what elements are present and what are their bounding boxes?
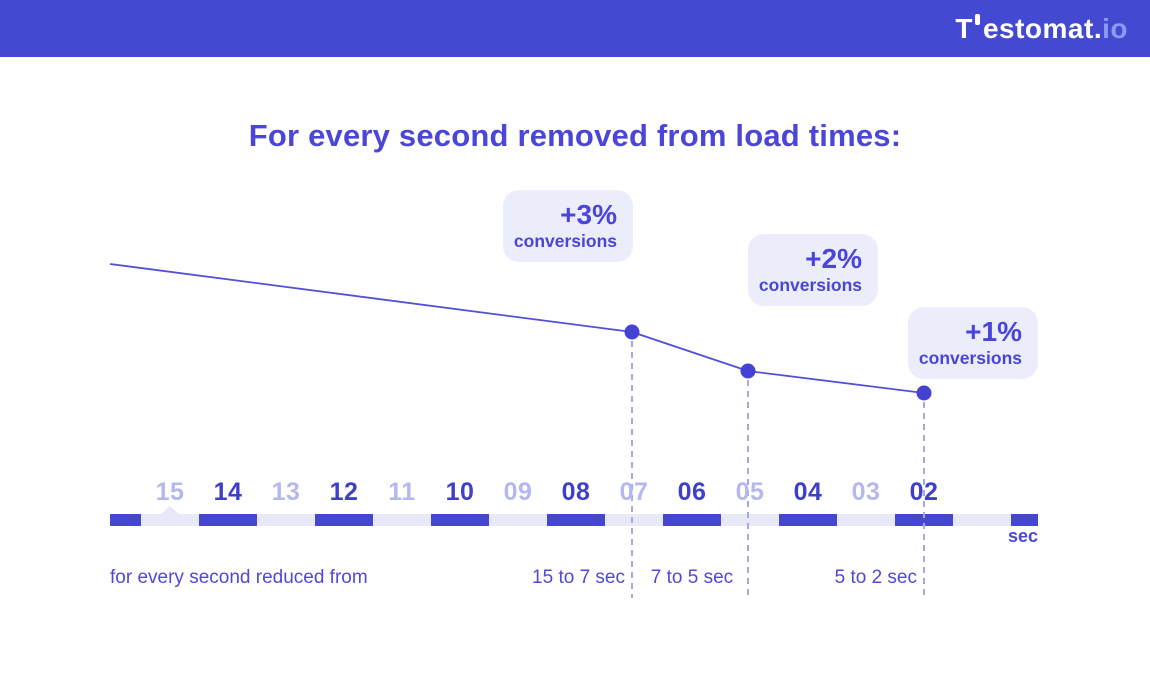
gain-badge-2-percent: +2% conversions	[748, 234, 878, 306]
timeline-bar-segment	[895, 514, 953, 526]
gain-label: conversions	[758, 275, 862, 295]
timeline-tick-10: 10	[445, 478, 475, 506]
timeline-bar-segment	[663, 514, 721, 526]
logo-text-accent: io	[1102, 12, 1128, 44]
timeline-notch	[160, 506, 180, 515]
timeline-bar-segment	[1011, 514, 1038, 526]
timeline-bar-segment	[721, 514, 779, 526]
timeline-tick-02: 02	[909, 478, 939, 506]
timeline-tick-11: 11	[388, 478, 416, 506]
header-bar: T estomat. io	[0, 0, 1150, 57]
timeline-tick-13: 13	[271, 478, 301, 506]
timeline-tick-04: 04	[793, 478, 823, 506]
timeline-tick-15: 15	[155, 478, 185, 506]
timeline-bar-segment	[257, 514, 315, 526]
range-label-15-to-7: 15 to 7 sec	[532, 567, 625, 588]
data-point	[740, 363, 756, 379]
timeline-tick-12: 12	[329, 478, 359, 506]
timeline-bar-segment	[837, 514, 895, 526]
timeline-bar-segment	[315, 514, 373, 526]
timeline-bar-segment	[547, 514, 605, 526]
timeline-bar-segment	[199, 514, 257, 526]
timeline-tick-07: 07	[619, 478, 649, 506]
data-point	[624, 324, 640, 340]
axis-unit-label: sec	[1007, 526, 1038, 546]
gain-value: +3%	[560, 199, 617, 230]
logo-tick-icon	[974, 14, 980, 25]
timeline-bar-segment	[373, 514, 431, 526]
logo-text-t: T	[955, 12, 973, 44]
logo[interactable]: T estomat. io	[955, 0, 1128, 57]
gain-value: +1%	[965, 316, 1022, 347]
timeline-tick-14: 14	[213, 478, 243, 506]
footer-caption: for every second reduced from	[110, 567, 368, 588]
timeline-bar-segment	[489, 514, 547, 526]
range-label-5-to-2: 5 to 2 sec	[834, 567, 917, 588]
gain-badge-1-percent: +1% conversions	[908, 307, 1038, 379]
timeline-bar-segment	[431, 514, 489, 526]
gain-label: conversions	[513, 231, 617, 251]
timeline-bar-segment	[953, 514, 1011, 526]
gain-value: +2%	[805, 243, 862, 274]
timeline-bar-segment	[141, 514, 199, 526]
range-label-7-to-5: 7 to 5 sec	[650, 567, 734, 588]
logo-text-main: estomat.	[982, 12, 1103, 44]
timeline-tick-06: 06	[677, 478, 707, 506]
timeline-bar-segment	[779, 514, 837, 526]
timeline-tick-05: 05	[735, 478, 765, 506]
timeline-bar-segment	[110, 514, 141, 526]
timeline-tick-03: 03	[851, 478, 881, 506]
data-point	[916, 385, 932, 401]
page-title: For every second removed from load times…	[248, 118, 902, 153]
gain-badge-3-percent: +3% conversions	[503, 190, 633, 262]
timeline-bar-segment	[605, 514, 663, 526]
trend-line	[109, 263, 925, 394]
timeline-tick-09: 09	[503, 478, 533, 506]
gain-label: conversions	[918, 348, 1022, 368]
timeline-tick-08: 08	[561, 478, 591, 506]
